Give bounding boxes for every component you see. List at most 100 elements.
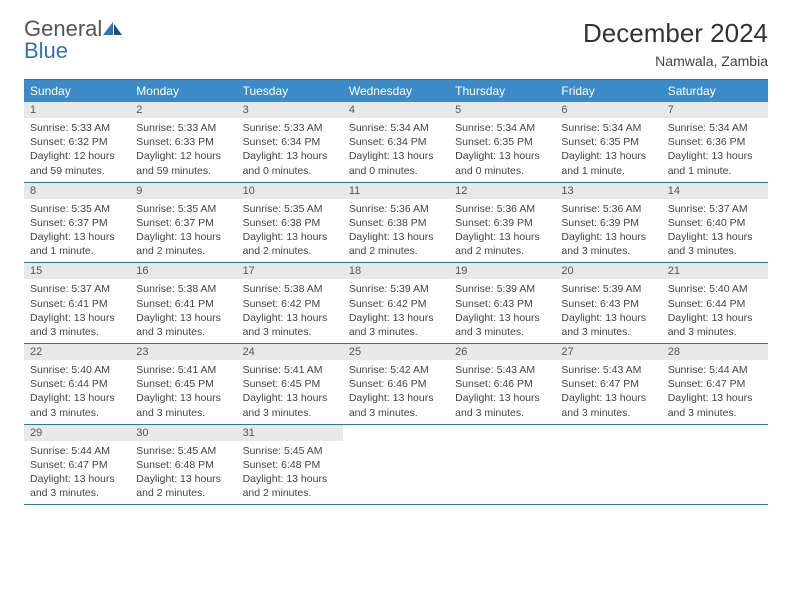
daylight-line: Daylight: 13 hours and 2 minutes. — [243, 472, 337, 500]
day-number: 10 — [237, 183, 343, 199]
daylight-line: Daylight: 13 hours and 0 minutes. — [243, 149, 337, 177]
day-number: 26 — [449, 344, 555, 360]
daylight-line: Daylight: 13 hours and 2 minutes. — [136, 230, 230, 258]
calendar-day: 6Sunrise: 5:34 AMSunset: 6:35 PMDaylight… — [555, 102, 661, 182]
sunrise-line: Sunrise: 5:37 AM — [668, 202, 762, 216]
day-info: Sunrise: 5:42 AMSunset: 6:46 PMDaylight:… — [343, 360, 449, 424]
day-info: Sunrise: 5:45 AMSunset: 6:48 PMDaylight:… — [237, 441, 343, 505]
calendar-day: 22Sunrise: 5:40 AMSunset: 6:44 PMDayligh… — [24, 344, 130, 424]
sunrise-line: Sunrise: 5:36 AM — [455, 202, 549, 216]
sunset-line: Sunset: 6:32 PM — [30, 135, 124, 149]
day-number: 2 — [130, 102, 236, 118]
day-info: Sunrise: 5:41 AMSunset: 6:45 PMDaylight:… — [237, 360, 343, 424]
calendar-day: 7Sunrise: 5:34 AMSunset: 6:36 PMDaylight… — [662, 102, 768, 182]
weekday-header: Wednesday — [343, 80, 449, 102]
sunset-line: Sunset: 6:47 PM — [30, 458, 124, 472]
day-info: Sunrise: 5:34 AMSunset: 6:36 PMDaylight:… — [662, 118, 768, 182]
day-info: Sunrise: 5:34 AMSunset: 6:34 PMDaylight:… — [343, 118, 449, 182]
sunset-line: Sunset: 6:36 PM — [668, 135, 762, 149]
day-number: 1 — [24, 102, 130, 118]
sunset-line: Sunset: 6:38 PM — [243, 216, 337, 230]
day-number: 14 — [662, 183, 768, 199]
day-number: 21 — [662, 263, 768, 279]
sunrise-line: Sunrise: 5:44 AM — [668, 363, 762, 377]
daylight-line: Daylight: 13 hours and 3 minutes. — [668, 230, 762, 258]
day-info: Sunrise: 5:34 AMSunset: 6:35 PMDaylight:… — [449, 118, 555, 182]
sunrise-line: Sunrise: 5:34 AM — [668, 121, 762, 135]
weekday-header-row: SundayMondayTuesdayWednesdayThursdayFrid… — [24, 80, 768, 102]
sunrise-line: Sunrise: 5:41 AM — [136, 363, 230, 377]
calendar-day — [662, 425, 768, 505]
day-number: 18 — [343, 263, 449, 279]
logo: General Blue — [24, 18, 124, 62]
day-info: Sunrise: 5:37 AMSunset: 6:40 PMDaylight:… — [662, 199, 768, 263]
sunset-line: Sunset: 6:48 PM — [136, 458, 230, 472]
daylight-line: Daylight: 13 hours and 3 minutes. — [243, 311, 337, 339]
sunrise-line: Sunrise: 5:33 AM — [136, 121, 230, 135]
daylight-line: Daylight: 13 hours and 2 minutes. — [349, 230, 443, 258]
calendar-day — [343, 425, 449, 505]
day-number: 9 — [130, 183, 236, 199]
sunrise-line: Sunrise: 5:43 AM — [561, 363, 655, 377]
sunset-line: Sunset: 6:45 PM — [136, 377, 230, 391]
daylight-line: Daylight: 13 hours and 2 minutes. — [136, 472, 230, 500]
day-info: Sunrise: 5:35 AMSunset: 6:37 PMDaylight:… — [24, 199, 130, 263]
day-info: Sunrise: 5:40 AMSunset: 6:44 PMDaylight:… — [24, 360, 130, 424]
day-info: Sunrise: 5:37 AMSunset: 6:41 PMDaylight:… — [24, 279, 130, 343]
sunrise-line: Sunrise: 5:37 AM — [30, 282, 124, 296]
day-number: 7 — [662, 102, 768, 118]
day-info: Sunrise: 5:34 AMSunset: 6:35 PMDaylight:… — [555, 118, 661, 182]
day-info: Sunrise: 5:36 AMSunset: 6:38 PMDaylight:… — [343, 199, 449, 263]
calendar-day: 1Sunrise: 5:33 AMSunset: 6:32 PMDaylight… — [24, 102, 130, 182]
day-info: Sunrise: 5:44 AMSunset: 6:47 PMDaylight:… — [24, 441, 130, 505]
day-info: Sunrise: 5:41 AMSunset: 6:45 PMDaylight:… — [130, 360, 236, 424]
calendar-day: 2Sunrise: 5:33 AMSunset: 6:33 PMDaylight… — [130, 102, 236, 182]
sunrise-line: Sunrise: 5:39 AM — [561, 282, 655, 296]
day-info: Sunrise: 5:33 AMSunset: 6:34 PMDaylight:… — [237, 118, 343, 182]
sunset-line: Sunset: 6:46 PM — [455, 377, 549, 391]
weekday-header: Monday — [130, 80, 236, 102]
calendar-day: 23Sunrise: 5:41 AMSunset: 6:45 PMDayligh… — [130, 344, 236, 424]
day-info: Sunrise: 5:33 AMSunset: 6:33 PMDaylight:… — [130, 118, 236, 182]
calendar: SundayMondayTuesdayWednesdayThursdayFrid… — [24, 79, 768, 505]
sunset-line: Sunset: 6:41 PM — [30, 297, 124, 311]
logo-blue: Blue — [24, 38, 68, 63]
day-info: Sunrise: 5:43 AMSunset: 6:46 PMDaylight:… — [449, 360, 555, 424]
daylight-line: Daylight: 13 hours and 3 minutes. — [561, 391, 655, 419]
calendar-day: 31Sunrise: 5:45 AMSunset: 6:48 PMDayligh… — [237, 425, 343, 505]
logo-text: General Blue — [24, 18, 124, 62]
sunrise-line: Sunrise: 5:35 AM — [243, 202, 337, 216]
page-title: December 2024 — [583, 18, 768, 49]
calendar-day: 25Sunrise: 5:42 AMSunset: 6:46 PMDayligh… — [343, 344, 449, 424]
sunset-line: Sunset: 6:39 PM — [561, 216, 655, 230]
sunrise-line: Sunrise: 5:39 AM — [455, 282, 549, 296]
sunrise-line: Sunrise: 5:41 AM — [243, 363, 337, 377]
calendar-day: 15Sunrise: 5:37 AMSunset: 6:41 PMDayligh… — [24, 263, 130, 343]
day-number: 5 — [449, 102, 555, 118]
day-number: 8 — [24, 183, 130, 199]
day-info: Sunrise: 5:39 AMSunset: 6:43 PMDaylight:… — [449, 279, 555, 343]
calendar-day: 19Sunrise: 5:39 AMSunset: 6:43 PMDayligh… — [449, 263, 555, 343]
sunset-line: Sunset: 6:44 PM — [30, 377, 124, 391]
day-number: 28 — [662, 344, 768, 360]
sunrise-line: Sunrise: 5:36 AM — [349, 202, 443, 216]
day-number: 6 — [555, 102, 661, 118]
daylight-line: Daylight: 13 hours and 3 minutes. — [136, 311, 230, 339]
sunrise-line: Sunrise: 5:45 AM — [136, 444, 230, 458]
daylight-line: Daylight: 13 hours and 3 minutes. — [455, 311, 549, 339]
day-number: 25 — [343, 344, 449, 360]
day-number: 30 — [130, 425, 236, 441]
day-number: 22 — [24, 344, 130, 360]
calendar-day: 16Sunrise: 5:38 AMSunset: 6:41 PMDayligh… — [130, 263, 236, 343]
sunset-line: Sunset: 6:40 PM — [668, 216, 762, 230]
day-number: 12 — [449, 183, 555, 199]
daylight-line: Daylight: 13 hours and 2 minutes. — [243, 230, 337, 258]
day-number: 27 — [555, 344, 661, 360]
daylight-line: Daylight: 13 hours and 3 minutes. — [668, 311, 762, 339]
calendar-day: 4Sunrise: 5:34 AMSunset: 6:34 PMDaylight… — [343, 102, 449, 182]
day-info: Sunrise: 5:38 AMSunset: 6:41 PMDaylight:… — [130, 279, 236, 343]
sunrise-line: Sunrise: 5:34 AM — [561, 121, 655, 135]
sunrise-line: Sunrise: 5:45 AM — [243, 444, 337, 458]
sunrise-line: Sunrise: 5:35 AM — [30, 202, 124, 216]
sunrise-line: Sunrise: 5:40 AM — [30, 363, 124, 377]
